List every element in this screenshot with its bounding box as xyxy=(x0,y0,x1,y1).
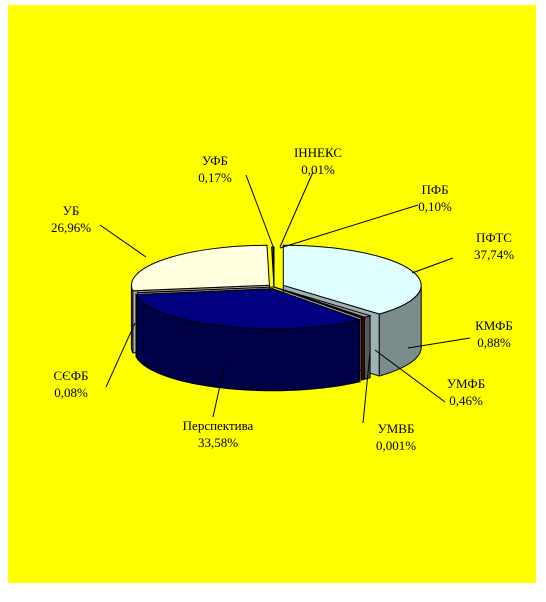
leader-line-уб xyxy=(99,224,147,258)
pie-side-кмфб xyxy=(363,315,371,380)
chart-area: ПФТС 37,74% КМФБ 0,88% УМФБ 0,46% УМВБ 0,001% Пе… xyxy=(8,5,536,583)
slice-value-умвб: 0,001% xyxy=(376,438,416,453)
slice-value-умфб: 0,46% xyxy=(449,393,483,408)
slice-value-іннекс: 0,01% xyxy=(301,162,335,177)
leader-line-іннекс xyxy=(279,171,314,248)
pie-side-уб xyxy=(130,285,134,353)
pie-slice-перспектива xyxy=(135,288,362,330)
leader-line-умфб xyxy=(374,349,446,403)
slice-name-сєфб: СЄФБ xyxy=(54,368,89,383)
leader-line-сєфб xyxy=(105,322,136,388)
slice-name-пфтс: ПФТС xyxy=(476,230,512,245)
slice-name-умфб: УМФБ xyxy=(447,376,485,391)
leader-line-уфб xyxy=(245,174,275,250)
pie-slice-пфтс xyxy=(282,244,422,315)
slice-value-сєфб: 0,08% xyxy=(54,385,88,400)
leader-line-пфб xyxy=(279,204,419,249)
slice-value-кмфб: 0,88% xyxy=(477,335,511,350)
slice-name-перспектива: Перспектива xyxy=(183,418,254,433)
slice-value-перспектива: 33,58% xyxy=(198,435,238,450)
slice-labels: ПФТС 37,74% КМФБ 0,88% УМФБ 0,46% УМВБ 0,001% Пе… xyxy=(51,145,514,453)
leader-line-умвб xyxy=(362,352,371,424)
slice-name-кмфб: КМФБ xyxy=(475,318,513,333)
leader-line-перспектива xyxy=(212,362,226,418)
pie-slice-уб xyxy=(130,244,270,292)
slice-value-уфб: 0,17% xyxy=(198,170,232,185)
slice-name-умвб: УМВБ xyxy=(378,421,415,436)
leader-lines xyxy=(99,171,471,424)
pie-tops xyxy=(130,244,422,330)
slice-name-пфб: ПФБ xyxy=(421,182,448,197)
leader-line-кмфб xyxy=(407,337,471,349)
slice-value-пфтс: 37,74% xyxy=(474,247,514,262)
slice-name-уб: УБ xyxy=(63,203,80,218)
pie-chart: ПФТС 37,74% КМФБ 0,88% УМФБ 0,46% УМВБ 0,001% Пе… xyxy=(51,145,514,453)
slice-value-уб: 26,96% xyxy=(51,220,91,235)
slice-name-іннекс: ІННЕКС xyxy=(294,145,342,160)
leader-line-пфтс xyxy=(411,257,454,274)
pie-slice-сєфб xyxy=(136,286,275,294)
slice-value-пфб: 0,10% xyxy=(418,199,452,214)
pie-slice-умвб xyxy=(273,286,362,319)
slice-name-уфб: УФБ xyxy=(202,153,228,168)
